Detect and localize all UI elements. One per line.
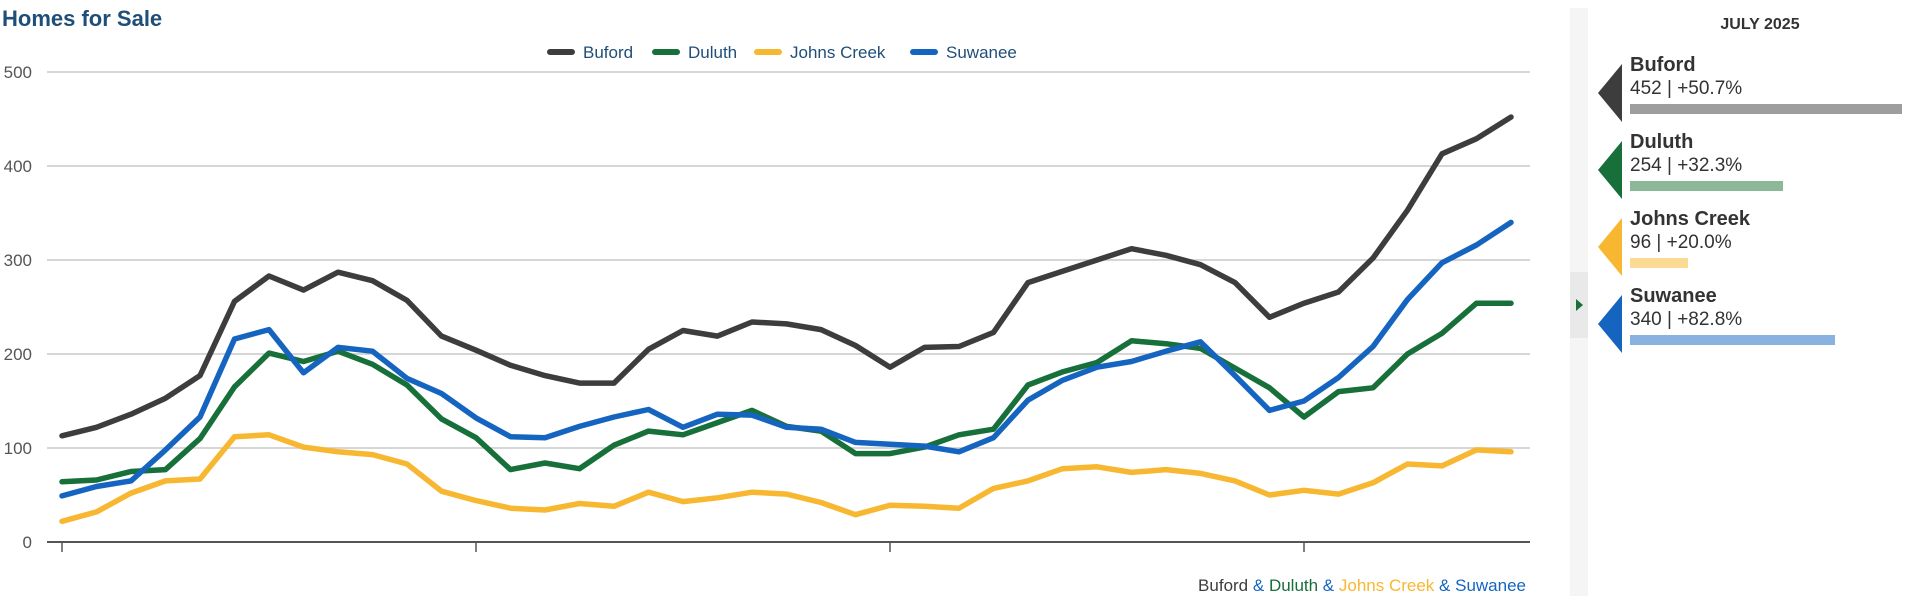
summary-value: 96 | +20.0% <box>1630 232 1732 253</box>
x-tick-label: 1-2022 <box>36 557 89 560</box>
series-line-buford <box>59 114 1514 439</box>
y-tick-label: 100 <box>4 439 32 458</box>
footer-sep: & <box>1434 576 1456 595</box>
y-tick-label: 200 <box>4 345 32 364</box>
pointer-icon <box>1598 295 1622 353</box>
footer-sep: & <box>1248 576 1269 595</box>
summary-name: Johns Creek <box>1630 208 1751 230</box>
series-line-johns-creek <box>59 432 1514 525</box>
summary-value: 340 | +82.8% <box>1630 309 1743 330</box>
summary-item-suwanee[interactable]: Suwanee 340 | +82.8% <box>1598 285 1898 359</box>
pointer-icon <box>1598 141 1622 199</box>
series-line-duluth <box>59 300 1514 485</box>
x-tick-label: 1-2024 <box>864 557 917 560</box>
y-tick-label: 0 <box>23 533 32 552</box>
summary-item-buford[interactable]: Buford 452 | +50.7% <box>1598 54 1902 128</box>
summary-bar <box>1630 181 1783 191</box>
summary-item-duluth[interactable]: Duluth 254 | +32.3% <box>1598 131 1898 205</box>
summary-bar <box>1630 258 1688 268</box>
summary-month: JULY 2025 <box>1720 16 1800 33</box>
series-footer: Buford & Duluth & Johns Creek & Suwanee <box>1198 576 1526 596</box>
summary-name: Suwanee <box>1630 285 1717 307</box>
line-chart: 0 100 200 300 400 500 1-2022 1-2023 1-2024 1-2025… <box>4 43 1530 560</box>
summary-value: 254 | +32.3% <box>1630 155 1743 176</box>
summary-bar <box>1630 104 1902 114</box>
chevron-right-icon <box>1575 299 1583 311</box>
summary-name: Buford <box>1630 54 1696 76</box>
footer-johns-creek: Johns Creek <box>1338 576 1435 595</box>
summary-name: Duluth <box>1630 131 1694 153</box>
chart-title: Homes for Sale <box>2 6 163 31</box>
y-tick-label: 400 <box>4 157 32 176</box>
summary-value: 452 | +50.7% <box>1630 78 1743 99</box>
panel-toggle-button[interactable] <box>1570 272 1588 338</box>
footer-sep: & <box>1318 576 1339 595</box>
legend-label: Johns Creek <box>790 43 886 62</box>
legend-label: Suwanee <box>946 43 1017 62</box>
series-line-suwanee <box>59 219 1514 499</box>
y-tick-label: 300 <box>4 251 32 270</box>
y-tick-label: 500 <box>4 63 32 82</box>
x-tick-label: 1-2023 <box>450 557 503 560</box>
legend-label: Duluth <box>688 43 737 62</box>
summary-item-johns-creek[interactable]: Johns Creek 96 | +20.0% <box>1598 208 1898 282</box>
summary-bar <box>1630 335 1835 345</box>
footer-suwanee: Suwanee <box>1455 576 1526 595</box>
footer-buford: Buford <box>1198 576 1249 595</box>
legend-label: Buford <box>583 43 633 62</box>
pointer-icon <box>1598 64 1622 122</box>
pointer-icon <box>1598 218 1622 276</box>
footer-duluth: Duluth <box>1268 576 1319 595</box>
x-tick-label: 1-2025 <box>1278 557 1331 560</box>
